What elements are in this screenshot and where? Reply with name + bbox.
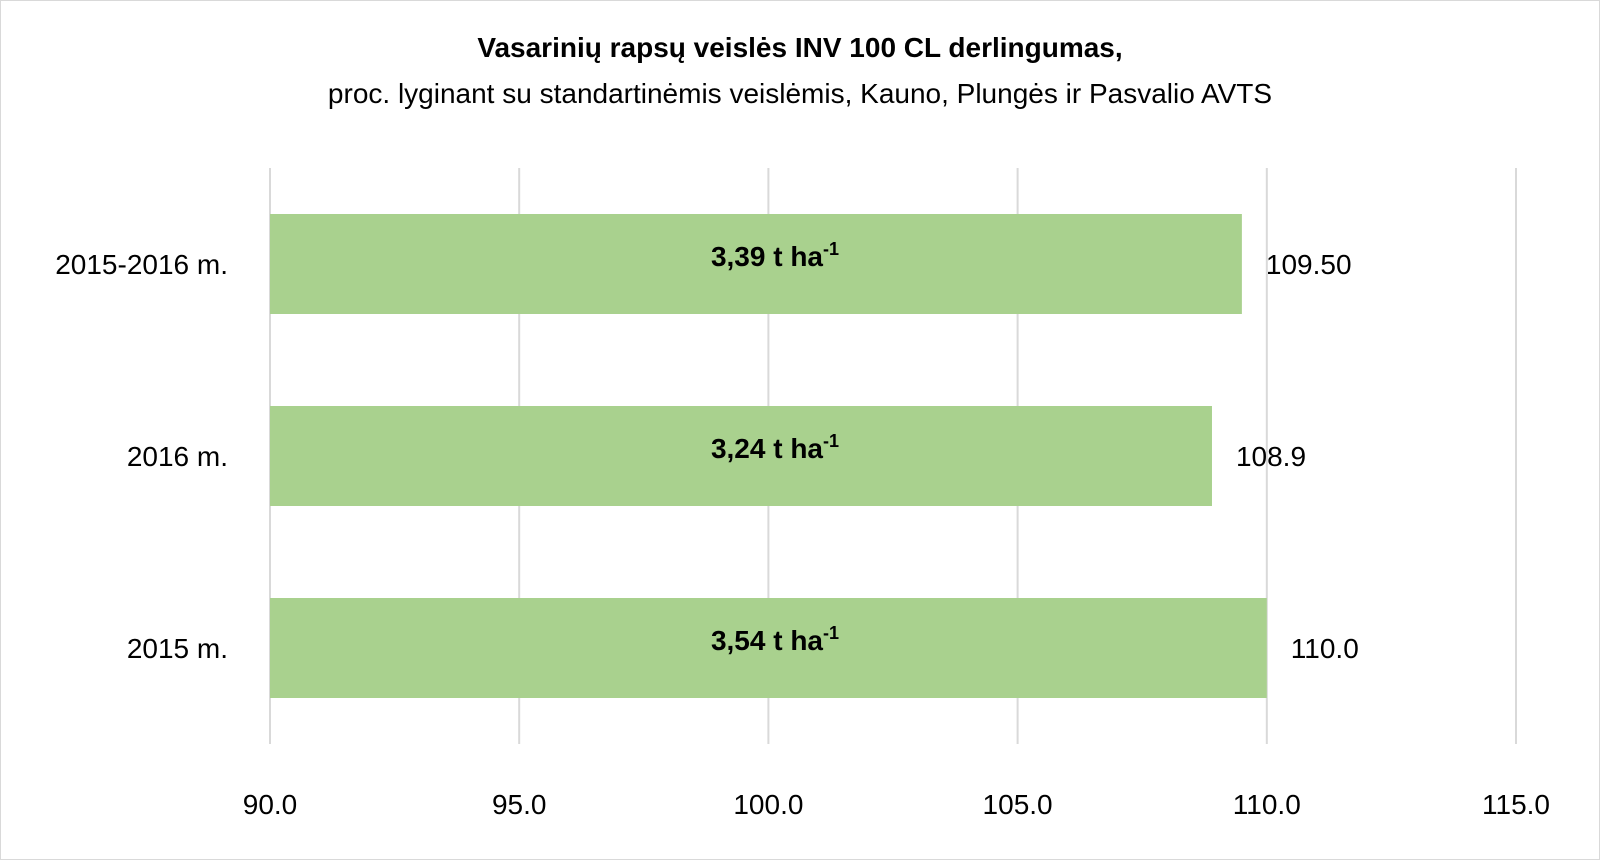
category-label: 2016 m. bbox=[127, 441, 228, 472]
chart-title: Vasarinių rapsų veislės INV 100 CL derli… bbox=[477, 32, 1123, 63]
bar bbox=[270, 598, 1267, 698]
data-label: 110.0 bbox=[1291, 633, 1359, 664]
data-label: 108.9 bbox=[1236, 441, 1306, 472]
x-tick-label: 95.0 bbox=[492, 789, 547, 820]
bar-annotation: 3,54 t ha-1 bbox=[711, 623, 839, 656]
x-tick-label: 115.0 bbox=[1482, 789, 1550, 820]
x-tick-label: 100.0 bbox=[733, 789, 803, 820]
bar bbox=[270, 214, 1242, 314]
bar-annotation: 3,24 t ha-1 bbox=[711, 431, 839, 464]
data-label: 109.50 bbox=[1266, 249, 1352, 280]
x-tick-label: 110.0 bbox=[1233, 789, 1301, 820]
chart-subtitle: proc. lyginant su standartinėmis veislėm… bbox=[327, 78, 1273, 109]
category-label: 2015 m. bbox=[127, 633, 228, 664]
x-tick-label: 90.0 bbox=[243, 789, 298, 820]
x-tick-label: 105.0 bbox=[983, 789, 1053, 820]
bar bbox=[270, 406, 1212, 506]
category-label: 2015-2016 m. bbox=[55, 249, 228, 280]
bar-annotation: 3,39 t ha-1 bbox=[711, 239, 839, 272]
